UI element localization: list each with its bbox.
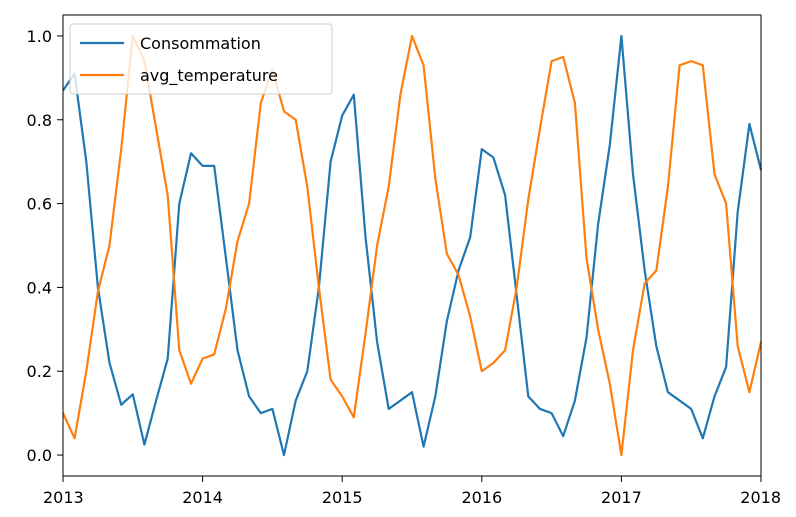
x-tick-label: 2018	[740, 488, 781, 507]
legend: Consommation avg_temperature	[69, 23, 333, 95]
x-tick-label: 2014	[182, 488, 223, 507]
y-tick-label: 0.4	[27, 278, 52, 297]
series-layer	[62, 34, 763, 457]
x-axis: 2013 2014 2015 2016 2017 2018	[43, 476, 781, 507]
x-tick-label: 2015	[322, 488, 363, 507]
plot-frame	[62, 14, 762, 477]
x-tick-label: 2017	[601, 488, 642, 507]
y-tick-label: 0.2	[27, 362, 52, 381]
series-line-consommation	[62, 34, 763, 457]
series-line-avg-temperature	[62, 34, 763, 457]
legend-label-consommation: Consommation	[140, 34, 261, 53]
y-tick-label: 1.0	[27, 27, 52, 46]
legend-box	[69, 23, 333, 95]
x-tick-label: 2013	[43, 488, 84, 507]
legend-label-avg-temperature: avg_temperature	[140, 66, 278, 86]
y-tick-label: 0.0	[27, 446, 52, 465]
y-axis: 0.0 0.2 0.4 0.6 0.8 1.0	[27, 27, 63, 465]
y-tick-label: 0.6	[27, 195, 52, 214]
y-tick-label: 0.8	[27, 111, 52, 130]
x-tick-label: 2016	[461, 488, 502, 507]
